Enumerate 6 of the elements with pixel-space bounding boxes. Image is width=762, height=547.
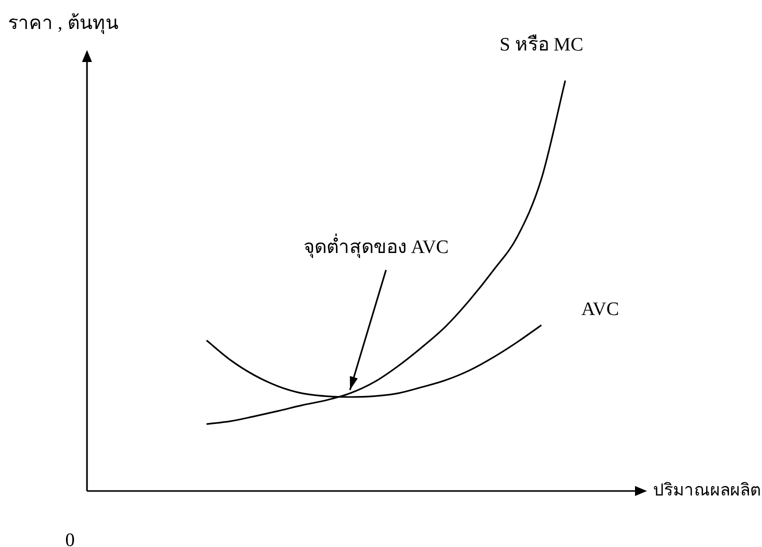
annotation: จุดต่ำสุดของ AVC <box>303 232 449 259</box>
x-axis-title: ปริมาณผลผลิต <box>653 480 761 500</box>
series-label: S หรือ MC <box>500 34 584 56</box>
y-axis-title: ราคา , ต้นทุน <box>8 12 118 35</box>
text: AVC <box>581 299 620 320</box>
text: 0 <box>65 530 75 547</box>
